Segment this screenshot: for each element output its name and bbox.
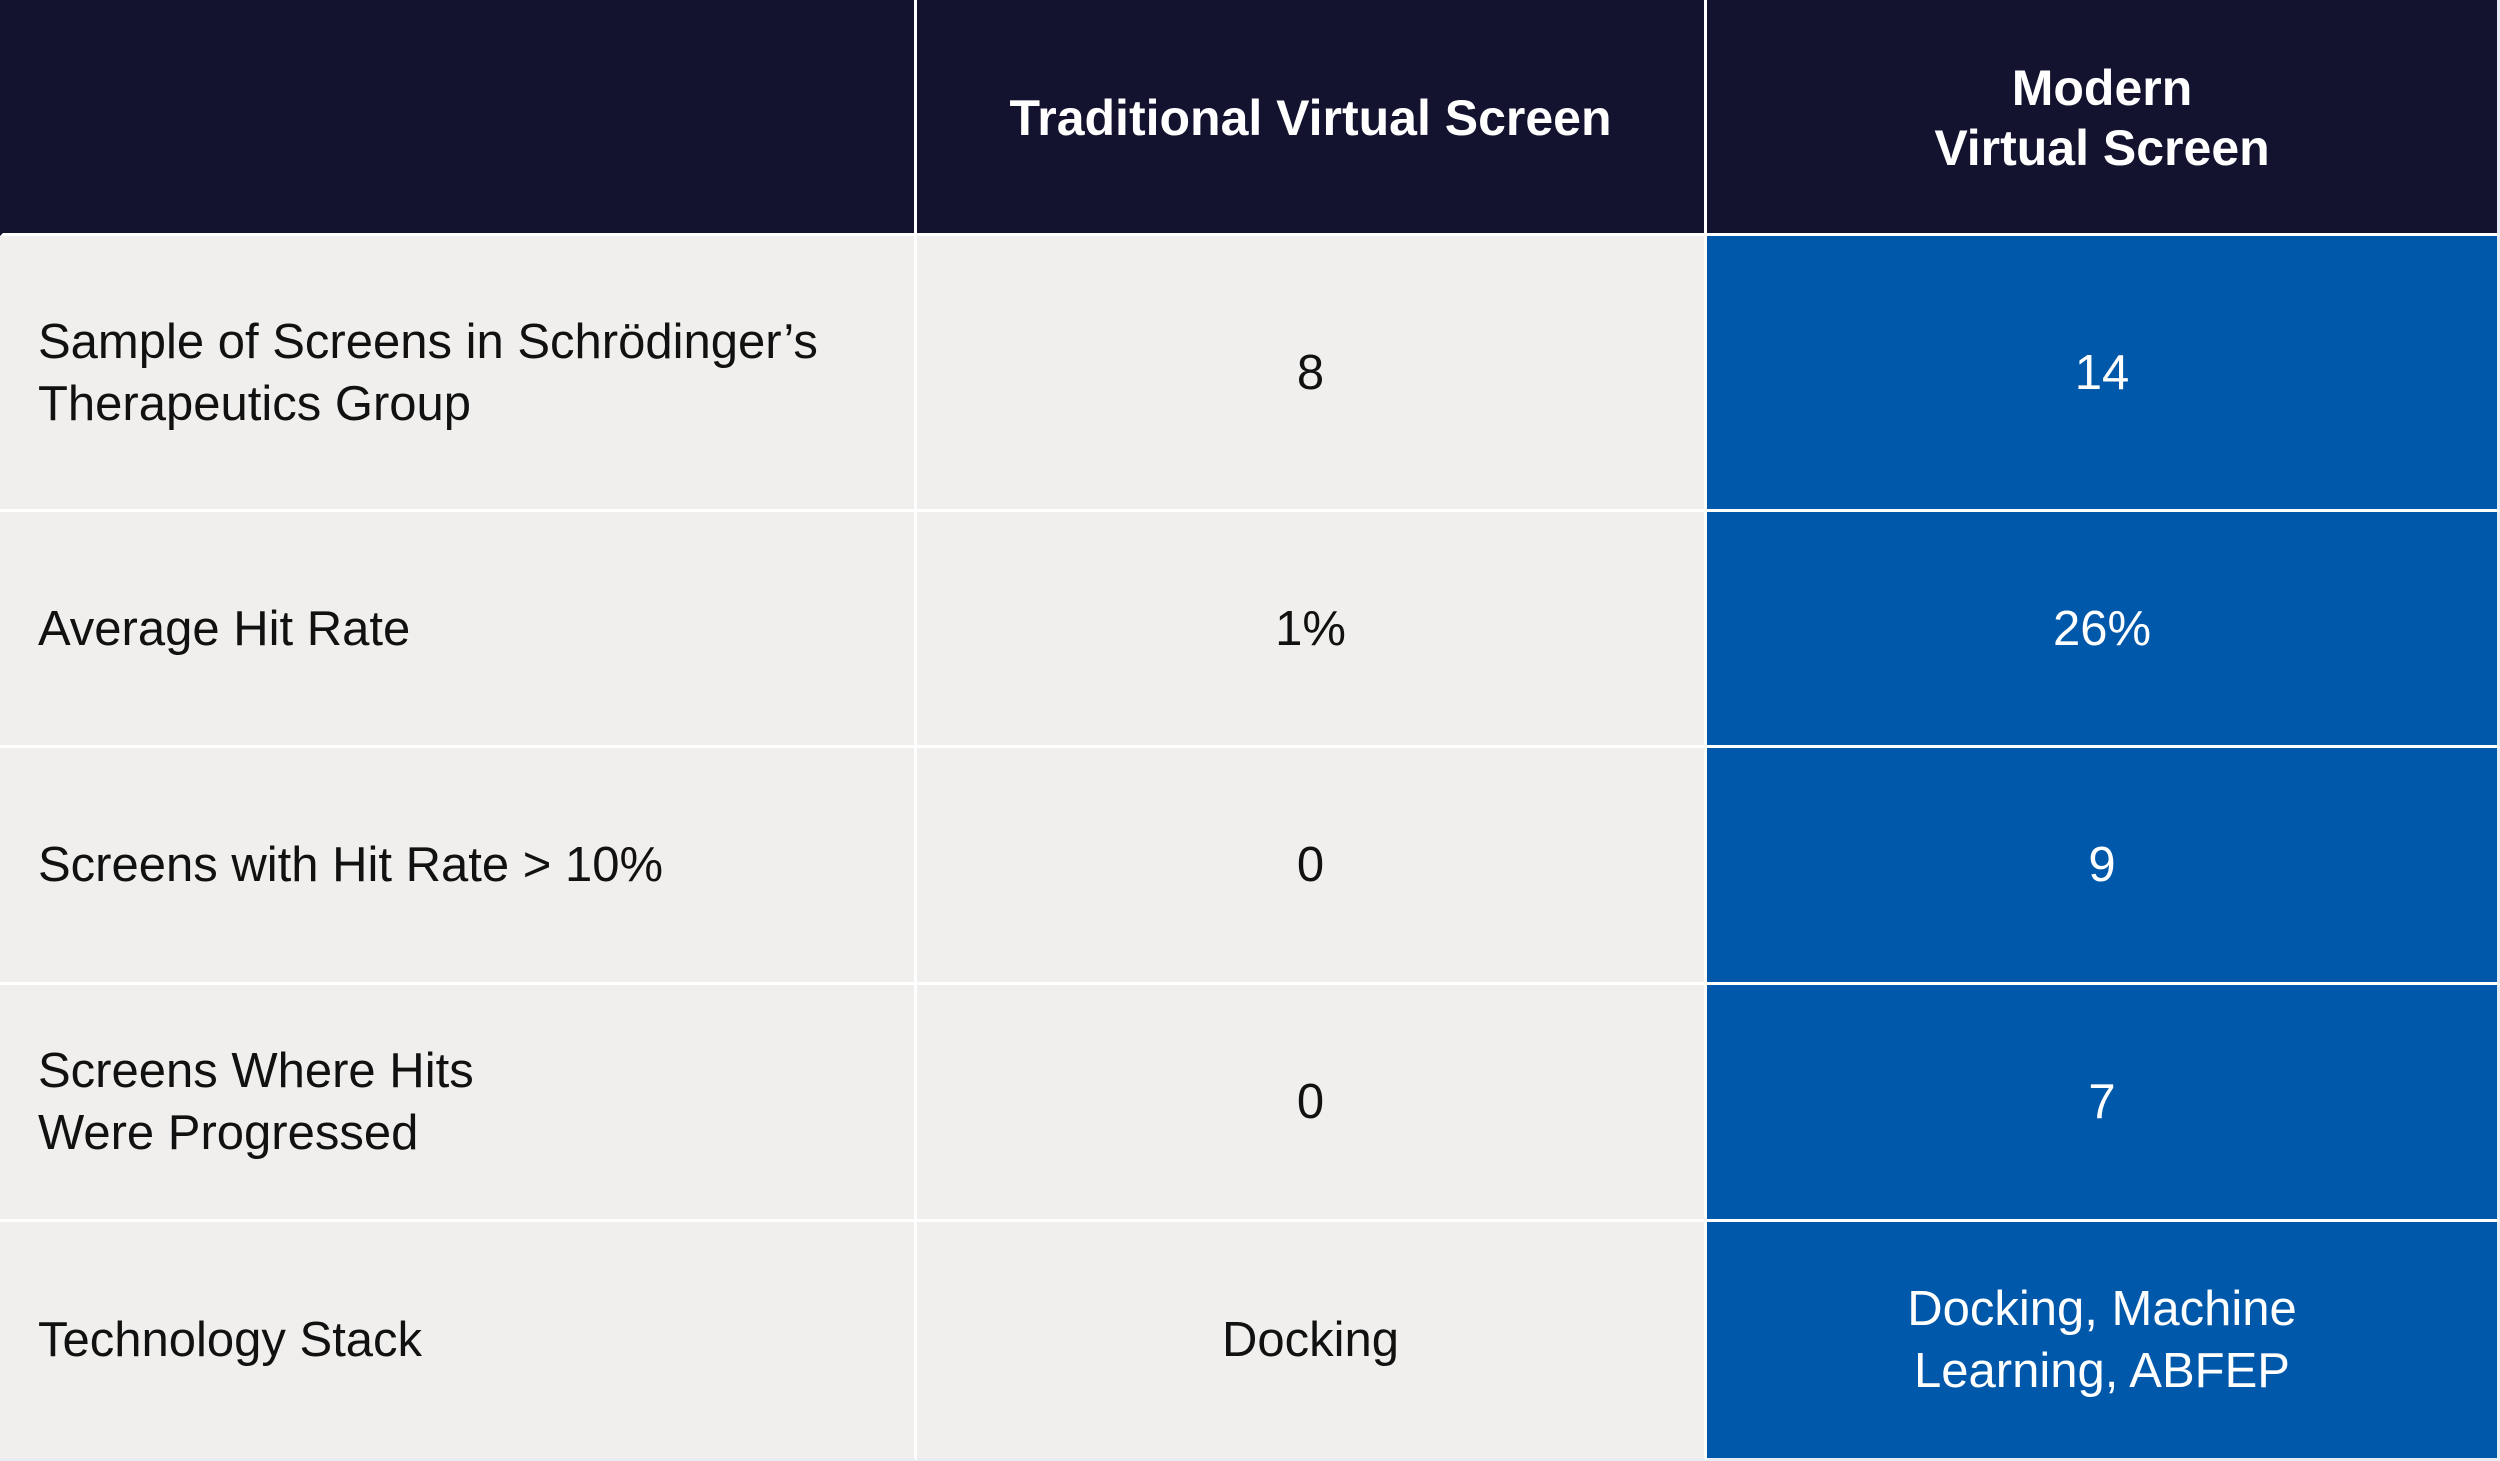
header-empty-cell — [0, 0, 917, 236]
modern-value-average-hit-rate: 26% — [1707, 512, 2500, 748]
row-label-screens-hit-rate-over-10: Screens with Hit Rate > 10% — [0, 748, 917, 985]
traditional-value: 1% — [1275, 601, 1346, 656]
row-label-text: Technology Stack — [38, 1313, 423, 1367]
row-label-text: Screens with Hit Rate > 10% — [38, 838, 664, 892]
modern-value: 7 — [2088, 1075, 2116, 1129]
traditional-value-technology-stack: Docking — [917, 1222, 1707, 1461]
modern-value: 14 — [2074, 345, 2130, 400]
traditional-value: 0 — [1296, 1075, 1325, 1129]
header-traditional-label: Traditional Virtual Screen — [1009, 89, 1612, 146]
traditional-value-average-hit-rate: 1% — [917, 512, 1707, 748]
header-traditional: Traditional Virtual Screen — [917, 0, 1707, 236]
traditional-value-screens-hits-progressed: 0 — [917, 985, 1707, 1222]
header-modern: Modern Virtual Screen — [1707, 0, 2500, 236]
row-label-technology-stack: Technology Stack — [0, 1222, 917, 1461]
row-label-text: Sample of Screens in Schrödinger’s Thera… — [38, 314, 818, 431]
row-label-sample-of-screens: Sample of Screens in Schrödinger’s Thera… — [0, 236, 917, 512]
row-label-screens-hits-progressed: Screens Where Hits Were Progressed — [0, 985, 917, 1222]
modern-value-sample-of-screens: 14 — [1707, 236, 2500, 512]
modern-value: 26% — [2052, 601, 2152, 656]
row-label-text: Average Hit Rate — [38, 601, 411, 656]
modern-value-screens-hits-progressed: 7 — [1707, 985, 2500, 1222]
traditional-value-screens-hit-rate-over-10: 0 — [917, 748, 1707, 985]
modern-value-technology-stack: Docking, Machine Learning, ABFEP — [1707, 1222, 2500, 1461]
row-label-text: Screens Where Hits Were Progressed — [38, 1044, 474, 1160]
traditional-value: 8 — [1296, 345, 1325, 400]
row-label-average-hit-rate: Average Hit Rate — [0, 512, 917, 748]
modern-value-screens-hit-rate-over-10: 9 — [1707, 748, 2500, 985]
traditional-value: 0 — [1296, 838, 1325, 892]
modern-value: Docking, Machine Learning, ABFEP — [1907, 1282, 2297, 1398]
traditional-value: Docking — [1221, 1313, 1400, 1367]
modern-value: 9 — [2088, 838, 2116, 892]
traditional-value-sample-of-screens: 8 — [917, 236, 1707, 512]
header-modern-label: Modern Virtual Screen — [1934, 59, 2270, 176]
